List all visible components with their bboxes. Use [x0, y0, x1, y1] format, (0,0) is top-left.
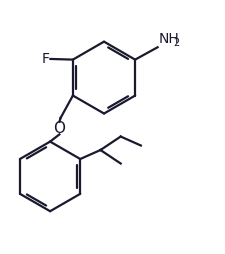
Text: O: O	[53, 121, 65, 136]
Text: F: F	[41, 52, 49, 66]
Text: 2: 2	[172, 38, 178, 48]
Text: NH: NH	[158, 32, 178, 46]
